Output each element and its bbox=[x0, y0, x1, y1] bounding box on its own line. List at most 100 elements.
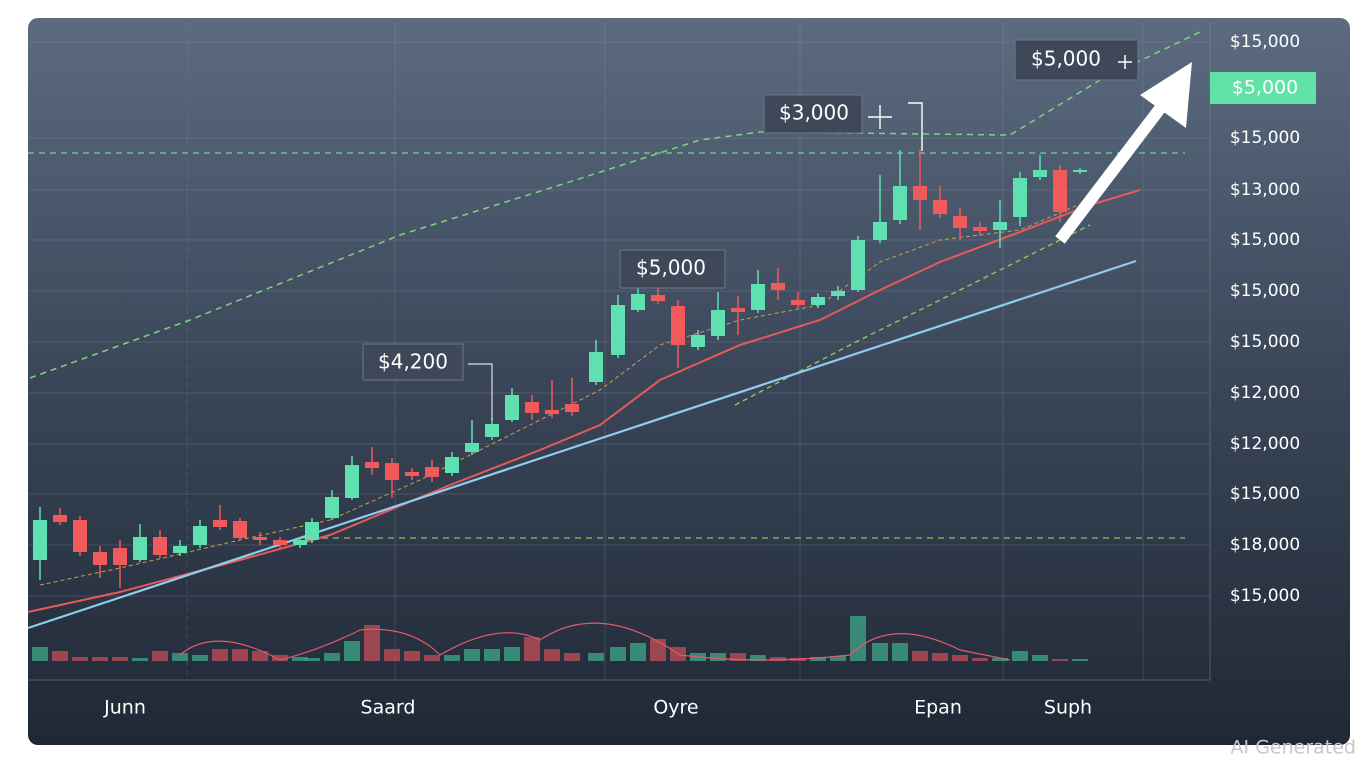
candle-body bbox=[973, 227, 987, 231]
candle-body bbox=[1073, 170, 1087, 172]
candle-body bbox=[1013, 178, 1027, 217]
callout-box bbox=[1014, 39, 1139, 81]
volume-bar bbox=[252, 651, 268, 661]
callout-label: $3,000 bbox=[779, 101, 849, 125]
volume-bar bbox=[1012, 651, 1028, 661]
y-tick-label: $18,000 bbox=[1230, 535, 1300, 555]
y-tick-label: $15,000 bbox=[1230, 32, 1300, 52]
candle-body bbox=[525, 402, 539, 413]
volume-bar bbox=[850, 616, 866, 661]
candle-body bbox=[485, 424, 499, 437]
volume-bar bbox=[730, 653, 746, 661]
candle-body bbox=[305, 522, 319, 540]
candle-body bbox=[173, 546, 187, 553]
callouts: $4,200 $5,000 $3,000 $5,000 bbox=[362, 39, 1139, 420]
volume-bar bbox=[292, 657, 308, 661]
candle-body bbox=[671, 306, 685, 345]
volume-bar bbox=[212, 649, 228, 661]
volume-bar bbox=[324, 653, 340, 661]
candle-body bbox=[385, 463, 399, 480]
y-tick-label: $15,000 bbox=[1230, 230, 1300, 250]
volume-bar bbox=[972, 658, 988, 661]
trend-arrow bbox=[1055, 62, 1192, 244]
volume-bar bbox=[630, 643, 646, 661]
x-tick-label: Epan bbox=[914, 697, 962, 719]
volume-bar bbox=[304, 658, 320, 661]
candle-body bbox=[293, 540, 307, 545]
candle-body bbox=[873, 222, 887, 240]
volume-bar bbox=[504, 647, 520, 661]
y-axis: $15,000 $15,000 $13,000 $15,000 $15,000 $15,0… bbox=[1230, 32, 1300, 606]
candle-body bbox=[133, 537, 147, 560]
callout-box bbox=[763, 94, 863, 134]
candle-body bbox=[425, 467, 439, 477]
volume-bar bbox=[364, 625, 380, 661]
volume-bar bbox=[344, 641, 360, 661]
callout-label: $4,200 bbox=[378, 350, 448, 374]
volume-bar bbox=[52, 651, 68, 661]
x-tick-label: Oyre bbox=[653, 697, 698, 719]
candle-body bbox=[253, 537, 267, 540]
candle-body bbox=[589, 352, 603, 382]
candle-body bbox=[213, 520, 227, 527]
callout-box bbox=[362, 343, 464, 381]
volume-bar bbox=[524, 637, 540, 661]
price-tag bbox=[1210, 72, 1316, 104]
y-tick-label: $15,000 bbox=[1230, 128, 1300, 148]
candle-body bbox=[691, 335, 705, 347]
candle-body bbox=[565, 404, 579, 412]
candle-body bbox=[953, 216, 967, 228]
volume-bar bbox=[872, 643, 888, 661]
volume-bar bbox=[112, 657, 128, 661]
y-tick-label: $12,000 bbox=[1230, 434, 1300, 454]
volume-bar bbox=[564, 653, 580, 661]
price-tag-label: $5,000 bbox=[1232, 77, 1298, 99]
volume-bar bbox=[544, 649, 560, 661]
candle-body bbox=[273, 540, 287, 545]
x-axis: Junn Saard Oyre Epan Suph bbox=[103, 697, 1092, 719]
volume-bar bbox=[750, 655, 766, 661]
volume-bar bbox=[272, 655, 288, 661]
candle-body bbox=[505, 395, 519, 420]
callout-label: $5,000 bbox=[1031, 47, 1101, 71]
candle-body bbox=[233, 521, 247, 538]
volume-bar bbox=[92, 657, 108, 661]
volume-bar bbox=[932, 653, 948, 661]
volume-bar bbox=[1072, 659, 1088, 661]
volume-bar bbox=[404, 651, 420, 661]
candle-body bbox=[611, 305, 625, 355]
volume-bar bbox=[1032, 655, 1048, 661]
candle-body bbox=[193, 526, 207, 545]
volume-bar bbox=[650, 639, 666, 661]
volume-bar bbox=[810, 657, 826, 661]
candle-body bbox=[93, 552, 107, 565]
candle-body bbox=[73, 520, 87, 552]
candle-body bbox=[545, 410, 559, 414]
x-tick-label: Junn bbox=[103, 697, 146, 719]
candle-body bbox=[771, 283, 785, 290]
candle-body bbox=[831, 291, 845, 296]
volume-bar bbox=[172, 653, 188, 661]
volume-bar bbox=[892, 643, 908, 661]
volume-bar bbox=[588, 653, 604, 661]
candle-body bbox=[993, 222, 1007, 230]
candle-body bbox=[933, 200, 947, 214]
callout-label: $5,000 bbox=[636, 256, 706, 280]
candle-body bbox=[405, 472, 419, 476]
volume bbox=[32, 616, 1088, 661]
volume-bar bbox=[444, 655, 460, 661]
volume-bar bbox=[32, 647, 48, 661]
y-tick-label: $13,000 bbox=[1230, 180, 1300, 200]
volume-bar bbox=[1052, 659, 1068, 661]
volume-bar bbox=[610, 647, 626, 661]
volume-bar bbox=[830, 656, 846, 661]
candle-body bbox=[345, 465, 359, 498]
candle-body bbox=[465, 443, 479, 452]
y-tick-label: $15,000 bbox=[1230, 281, 1300, 301]
volume-bar bbox=[770, 657, 786, 661]
y-tick-label: $12,000 bbox=[1230, 383, 1300, 403]
indicators bbox=[27, 31, 1201, 630]
candle-body bbox=[851, 240, 865, 290]
volume-bar bbox=[72, 657, 88, 661]
candle-body bbox=[445, 457, 459, 473]
